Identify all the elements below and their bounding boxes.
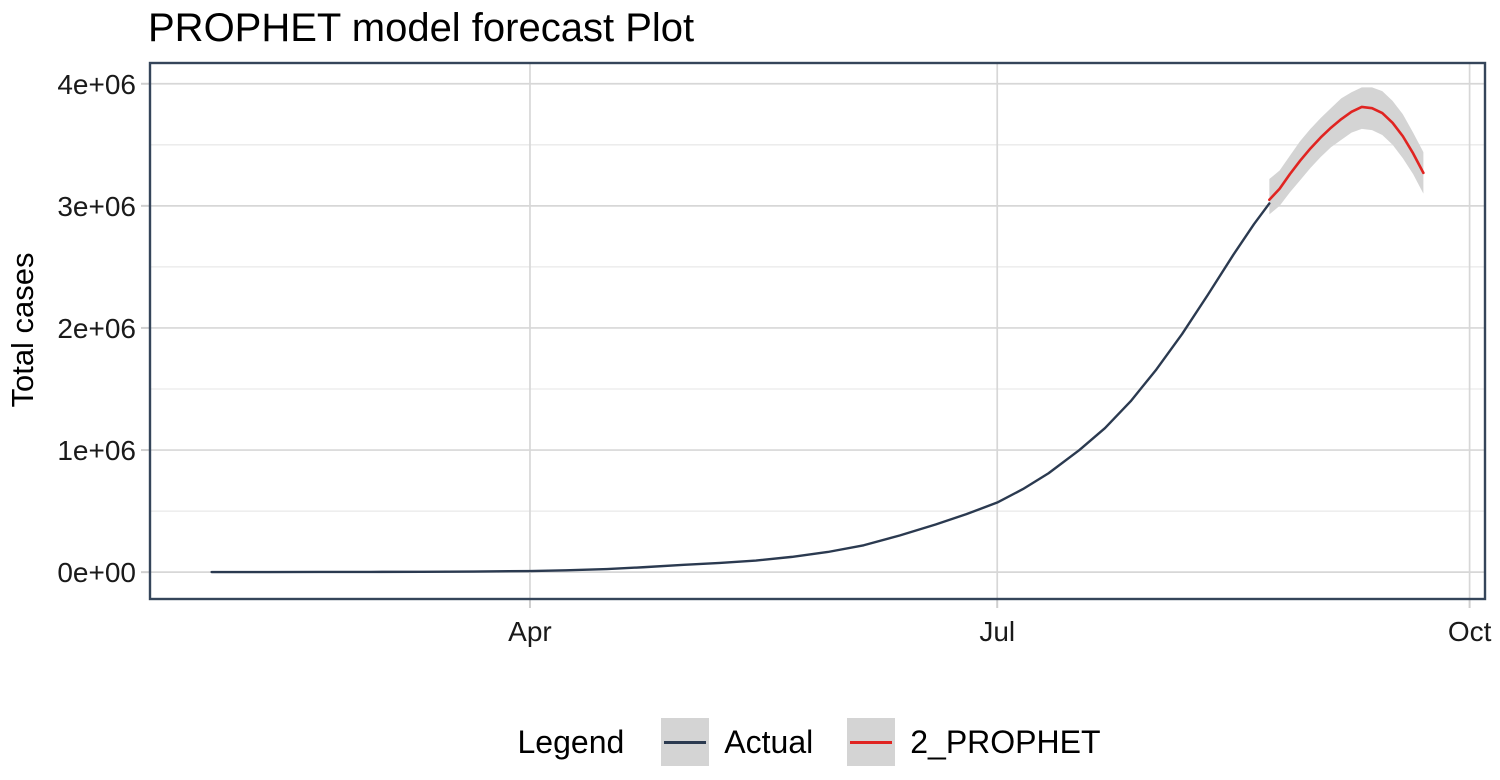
legend-key-prophet [847,718,896,766]
legend-item-actual: Actual [661,718,813,766]
legend-key-line-actual [664,740,707,744]
forecast-line [1268,105,1425,202]
x-tick-label: Oct [1448,616,1492,647]
legend-key-actual [661,718,710,766]
y-tick-label: 3e+06 [57,191,136,222]
legend-item-prophet: 2_PROPHET [847,718,1101,766]
x-tick-label: Jul [979,616,1015,647]
y-tick-label: 2e+06 [57,313,136,344]
x-tick-label: Apr [508,616,552,647]
legend-label-prophet: 2_PROPHET [910,723,1101,760]
legend-key-line-prophet [850,740,893,744]
y-tick-label: 0e+00 [57,557,136,588]
y-tick-label: 4e+06 [57,69,136,100]
chart-title: PROPHET model forecast Plot [148,6,695,50]
actual-line [210,202,1271,574]
panel-border [148,61,1487,601]
y-tick-label: 1e+06 [57,435,136,466]
legend-title: Legend [517,723,625,760]
legend: Legend Actual 2_PROPHET [150,712,1485,772]
confidence-band [1269,87,1424,215]
legend-label-actual: Actual [724,723,814,760]
